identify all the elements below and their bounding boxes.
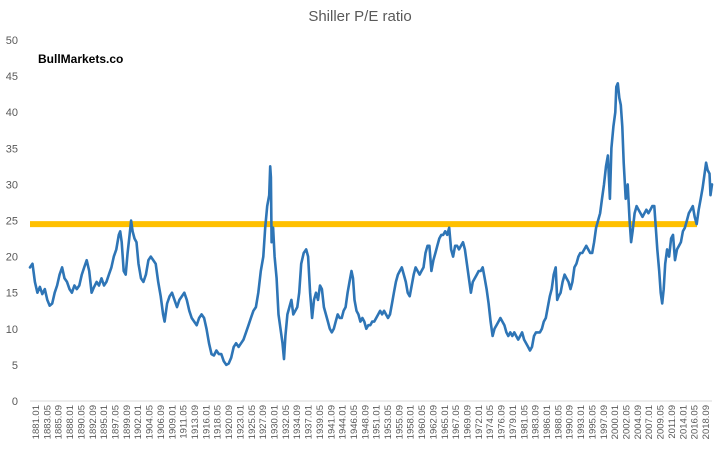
x-tick-label: 1895.01 [99, 405, 110, 439]
y-tick-label: 5 [12, 360, 18, 372]
x-tick-label: 2011.09 [667, 405, 678, 439]
x-tick-label: 1967.05 [451, 405, 462, 439]
x-tick-label: 1983.09 [531, 405, 542, 439]
x-tick-label: 1883.05 [42, 405, 53, 439]
x-tick-label: 1979.01 [508, 405, 519, 439]
x-tick-label: 1986.01 [542, 405, 553, 439]
x-tick-label: 2002.05 [622, 405, 633, 439]
x-axis-ticks: 1881.01 1883.05 1885.09 1888.01 1890.05 1892.… [31, 405, 712, 439]
chart-title: Shiller P/E ratio [308, 8, 411, 25]
x-tick-label: 1988.05 [553, 405, 564, 439]
x-tick-label: 1962.09 [428, 405, 439, 439]
x-tick-label: 1974.05 [485, 405, 496, 439]
x-tick-label: 1897.05 [110, 405, 121, 439]
x-tick-label: 1997.09 [599, 405, 610, 439]
x-tick-label: 1937.01 [304, 405, 315, 439]
x-tick-label: 1925.05 [247, 405, 258, 439]
y-tick-label: 45 [6, 71, 18, 83]
x-tick-label: 1995.05 [587, 405, 598, 439]
x-tick-label: 2016.05 [690, 405, 701, 439]
y-tick-label: 35 [6, 143, 18, 155]
x-tick-label: 1969.09 [463, 405, 474, 439]
x-tick-label: 1881.01 [31, 405, 42, 439]
x-tick-label: 1932.05 [281, 405, 292, 439]
x-tick-label: 1953.05 [383, 405, 394, 439]
x-tick-label: 1906.09 [156, 405, 167, 439]
x-tick-label: 1890.05 [76, 405, 87, 439]
x-tick-label: 1965.01 [440, 405, 451, 439]
x-tick-label: 1981.05 [519, 405, 530, 439]
x-tick-label: 1960.05 [417, 405, 428, 439]
x-tick-label: 2009.05 [656, 405, 667, 439]
x-tick-label: 2004.09 [633, 405, 644, 439]
x-tick-label: 1920.09 [224, 405, 235, 439]
x-tick-label: 1902.01 [133, 405, 144, 439]
x-tick-label: 1948.09 [360, 405, 371, 439]
x-tick-label: 1916.01 [201, 405, 212, 439]
x-tick-label: 1911.05 [179, 405, 190, 439]
series-line [28, 82, 714, 367]
y-tick-label: 30 [6, 179, 18, 191]
x-tick-label: 1930.01 [269, 405, 280, 439]
x-tick-label: 1946.05 [349, 405, 360, 439]
x-tick-label: 2014.01 [678, 405, 689, 439]
x-tick-label: 1885.09 [54, 405, 65, 439]
x-tick-label: 1918.05 [213, 405, 224, 439]
y-tick-label: 15 [6, 288, 18, 300]
x-tick-label: 1955.09 [394, 405, 405, 439]
x-tick-label: 1923.01 [235, 405, 246, 439]
x-tick-label: 1934.09 [292, 405, 303, 439]
y-tick-label: 0 [12, 396, 18, 408]
y-tick-label: 20 [6, 252, 18, 264]
x-tick-label: 1990.09 [565, 405, 576, 439]
x-tick-label: 1941.09 [326, 405, 337, 439]
y-tick-label: 50 [6, 35, 18, 47]
watermark-label: BullMarkets.co [38, 52, 123, 66]
x-tick-label: 1899.09 [122, 405, 133, 439]
x-tick-label: 2018.09 [701, 405, 712, 439]
x-tick-label: 1909.01 [167, 405, 178, 439]
x-tick-label: 1939.05 [315, 405, 326, 439]
x-tick-label: 1904.05 [145, 405, 156, 439]
x-tick-label: 1958.01 [406, 405, 417, 439]
x-tick-label: 1888.01 [65, 405, 76, 439]
x-tick-label: 1913.09 [190, 405, 201, 439]
x-tick-label: 1951.01 [372, 405, 383, 439]
y-tick-label: 25 [6, 216, 18, 228]
y-tick-label: 40 [6, 107, 18, 119]
x-tick-label: 2000.01 [610, 405, 621, 439]
x-tick-label: 1892.09 [88, 405, 99, 439]
x-tick-label: 2007.01 [644, 405, 655, 439]
y-tick-label: 10 [6, 324, 18, 336]
x-tick-label: 1944.01 [338, 405, 349, 439]
y-axis-ticks: 0 5 10 15 20 25 30 35 40 45 50 [6, 35, 18, 408]
x-tick-label: 1993.01 [576, 405, 587, 439]
x-tick-label: 1976.09 [497, 405, 508, 439]
x-tick-label: 1927.09 [258, 405, 269, 439]
x-tick-label: 1972.01 [474, 405, 485, 439]
